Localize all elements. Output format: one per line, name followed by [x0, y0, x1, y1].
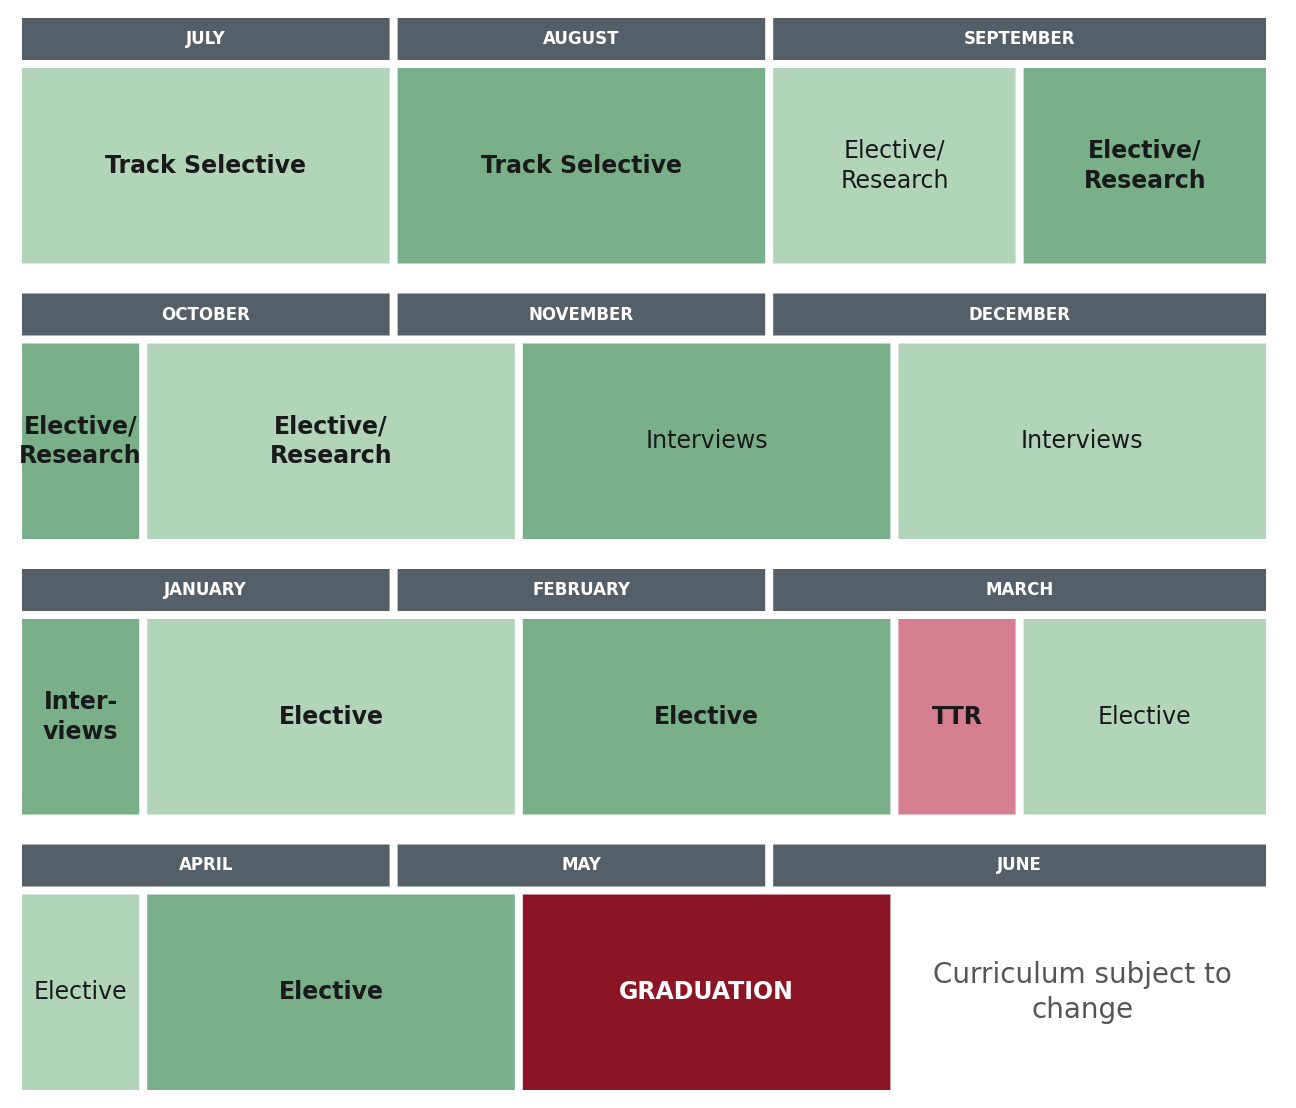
FancyBboxPatch shape	[774, 844, 1266, 886]
Text: SEPTEMBER: SEPTEMBER	[964, 30, 1076, 48]
FancyBboxPatch shape	[398, 18, 765, 60]
Text: Elective: Elective	[279, 705, 384, 729]
FancyBboxPatch shape	[22, 894, 139, 1090]
Text: Track Selective: Track Selective	[481, 154, 682, 177]
FancyBboxPatch shape	[22, 68, 390, 264]
FancyBboxPatch shape	[22, 844, 390, 886]
Text: Elective/
Research: Elective/ Research	[840, 138, 949, 193]
FancyBboxPatch shape	[1024, 619, 1266, 814]
Text: Interviews: Interviews	[1021, 429, 1143, 453]
FancyBboxPatch shape	[22, 18, 390, 60]
Text: FEBRUARY: FEBRUARY	[533, 581, 630, 599]
Text: JANUARY: JANUARY	[165, 581, 248, 599]
FancyBboxPatch shape	[398, 844, 765, 886]
Text: Track Selective: Track Selective	[105, 154, 306, 177]
Text: Interviews: Interviews	[645, 429, 769, 453]
Text: GRADUATION: GRADUATION	[619, 981, 794, 1004]
FancyBboxPatch shape	[22, 343, 139, 538]
Text: JUNE: JUNE	[997, 856, 1042, 874]
FancyBboxPatch shape	[398, 68, 765, 264]
Text: Elective: Elective	[654, 705, 759, 729]
FancyBboxPatch shape	[22, 619, 139, 814]
FancyBboxPatch shape	[898, 619, 1016, 814]
Text: TTR: TTR	[932, 705, 982, 729]
Text: APRIL: APRIL	[179, 856, 233, 874]
FancyBboxPatch shape	[774, 68, 1016, 264]
FancyBboxPatch shape	[898, 343, 1266, 538]
FancyBboxPatch shape	[398, 294, 765, 336]
Text: DECEMBER: DECEMBER	[968, 306, 1070, 324]
Text: Elective/
Research: Elective/ Research	[1083, 138, 1207, 193]
Text: Elective/
Research: Elective/ Research	[270, 414, 393, 468]
Text: Curriculum subject to
change: Curriculum subject to change	[933, 961, 1231, 1024]
FancyBboxPatch shape	[522, 619, 890, 814]
FancyBboxPatch shape	[148, 619, 515, 814]
Text: NOVEMBER: NOVEMBER	[529, 306, 634, 324]
FancyBboxPatch shape	[774, 18, 1266, 60]
FancyBboxPatch shape	[522, 343, 890, 538]
FancyBboxPatch shape	[522, 894, 890, 1090]
FancyBboxPatch shape	[22, 294, 390, 336]
Text: MARCH: MARCH	[985, 581, 1054, 599]
Text: JULY: JULY	[185, 30, 226, 48]
Text: Elective/
Research: Elective/ Research	[19, 414, 143, 468]
FancyBboxPatch shape	[774, 570, 1266, 611]
FancyBboxPatch shape	[148, 894, 515, 1090]
Text: Elective: Elective	[1098, 705, 1191, 729]
FancyBboxPatch shape	[148, 343, 515, 538]
Text: Elective: Elective	[34, 981, 127, 1004]
Text: AUGUST: AUGUST	[543, 30, 619, 48]
FancyBboxPatch shape	[398, 570, 765, 611]
FancyBboxPatch shape	[1024, 68, 1266, 264]
FancyBboxPatch shape	[774, 294, 1266, 336]
FancyBboxPatch shape	[22, 570, 390, 611]
Text: Inter-
views: Inter- views	[43, 690, 118, 743]
Text: OCTOBER: OCTOBER	[162, 306, 250, 324]
Text: MAY: MAY	[561, 856, 601, 874]
Text: Elective: Elective	[279, 981, 384, 1004]
